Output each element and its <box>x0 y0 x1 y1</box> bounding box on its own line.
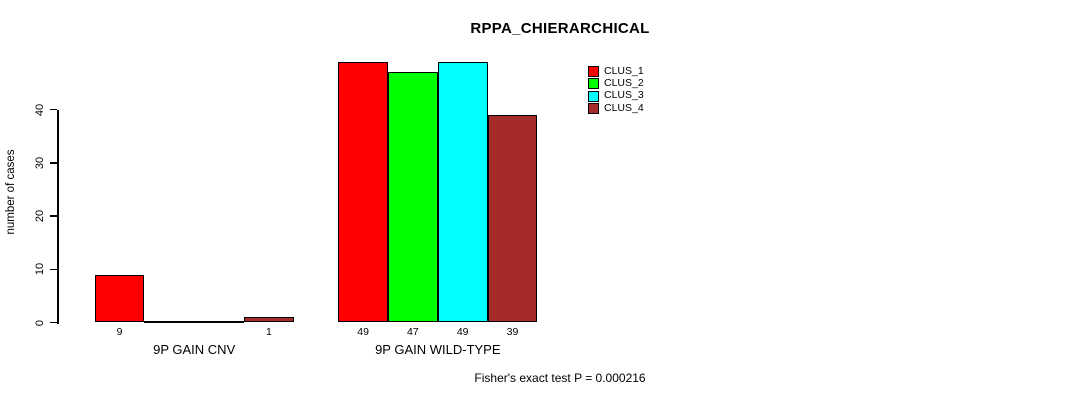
zero-bar-line-clus2-group1 <box>144 321 195 323</box>
bar-clus1-group2 <box>338 61 388 323</box>
bar-value-label: 1 <box>265 326 272 338</box>
bar-clus1-group1 <box>94 274 145 323</box>
y-tick-label: 30 <box>34 156 46 170</box>
y-tick-label: 20 <box>34 209 46 223</box>
fisher-test-annotation: Fisher's exact test P = 0.000216 <box>474 371 646 385</box>
zero-bar-line-clus3-group1 <box>194 321 244 323</box>
y-axis-label: number of cases <box>5 149 17 235</box>
legend-label-clus3: CLUS_3 <box>604 89 644 102</box>
bar-clus4-group1 <box>244 317 294 323</box>
y-axis-line <box>57 110 59 324</box>
bar-value-label: 49 <box>456 326 469 338</box>
bar-value-label: 39 <box>506 326 519 338</box>
y-axis-tick <box>50 108 57 111</box>
y-axis-tick <box>50 268 57 271</box>
y-tick-label: 40 <box>34 103 46 116</box>
x-group-label-2: 9P GAIN WILD-TYPE <box>375 342 501 357</box>
chart-title: RPPA_CHIERARCHICAL <box>470 20 650 37</box>
y-axis-tick <box>50 162 57 164</box>
legend-swatch-clus2 <box>588 78 599 90</box>
bar-value-label: 49 <box>357 326 369 338</box>
x-group-label-1: 9P GAIN CNV <box>153 342 236 357</box>
y-axis-tick <box>50 215 57 217</box>
legend-label-clus2: CLUS_2 <box>604 76 644 89</box>
bar-clus4-group2 <box>487 115 538 323</box>
y-tick-label: 0 <box>34 319 46 326</box>
legend-swatch-clus3 <box>588 90 599 102</box>
legend-swatch-clus1 <box>588 66 599 77</box>
bar-value-label: 9 <box>116 326 123 338</box>
legend-label-clus4: CLUS_4 <box>604 101 644 114</box>
bar-value-label: 47 <box>407 326 419 338</box>
bar-clus3-group2 <box>437 61 488 323</box>
bar-clus2-group2 <box>388 72 438 323</box>
y-axis-tick <box>50 321 57 324</box>
y-tick-label: 10 <box>34 263 46 276</box>
legend-label-clus1: CLUS_1 <box>604 64 644 77</box>
legend-swatch-clus4 <box>588 103 599 115</box>
